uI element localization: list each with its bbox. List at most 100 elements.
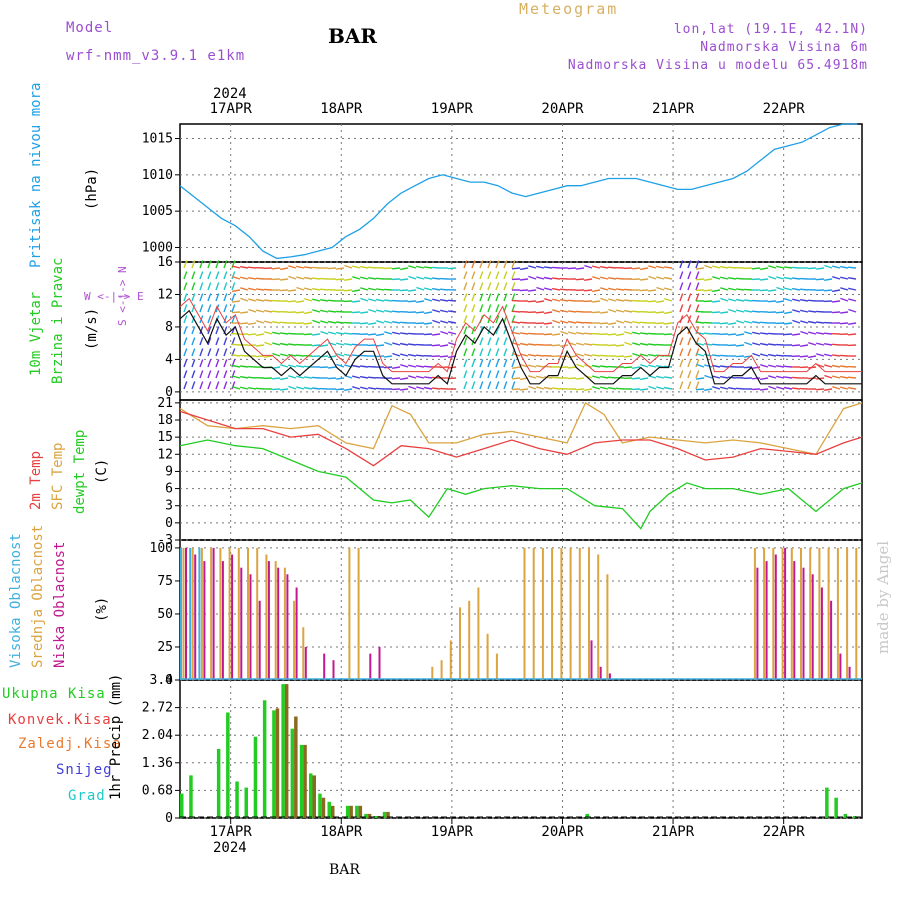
wind-arrow-317 — [384, 320, 393, 324]
wind-arrow-107 — [240, 386, 249, 390]
wind-arrow-336 — [399, 267, 409, 271]
wind-arrow-398 — [439, 288, 449, 291]
wind-arrow-736 — [663, 311, 673, 315]
wind-arrow-162 — [280, 332, 289, 335]
cloud-bar-low-4 — [221, 561, 224, 680]
wind-arrow-135 — [264, 299, 273, 302]
wind-arrow-232 — [328, 310, 337, 313]
cloud-bar-mid-62 — [753, 547, 756, 680]
cloud-bar-low-0 — [185, 547, 187, 680]
wind-arrow-845 — [736, 320, 745, 324]
wind-arrow-925 — [792, 277, 801, 280]
wind-arrow-851 — [735, 387, 745, 390]
wind-arrow-815 — [712, 386, 721, 390]
wind-arrow-676 — [623, 309, 633, 313]
wind-arrow-844 — [736, 309, 745, 313]
wind-arrow-733 — [663, 276, 673, 280]
wind-arrow-21 — [191, 359, 196, 368]
wind-arrow-437 — [471, 315, 476, 324]
wind-arrow-195 — [304, 298, 313, 302]
wind-arrow-50 — [215, 282, 220, 291]
wind-arrow-377 — [424, 322, 433, 325]
wind-arrow-877 — [760, 278, 769, 281]
wind-arrow-84 — [232, 265, 241, 269]
cloud-bar-mid-70 — [827, 547, 830, 680]
wind-arrow-625 — [592, 276, 601, 280]
wind-arrow-456 — [487, 260, 492, 269]
wind-arrow-92 — [232, 354, 241, 357]
wind-arrow-874 — [751, 377, 761, 380]
wind-arrow-742 — [664, 376, 673, 379]
wind-arrow-798 — [703, 332, 713, 335]
wind-arrow-436 — [471, 304, 476, 313]
wind-arrow-34 — [199, 370, 204, 379]
wind-arrow-151 — [272, 342, 281, 346]
wind-arrow-423 — [463, 293, 468, 302]
wind-arrow-592 — [568, 310, 577, 313]
wind-arrow-794 — [703, 289, 713, 292]
wind-arrow-569 — [552, 319, 561, 324]
wind-arrow-542 — [536, 286, 545, 291]
wind-arrow-921 — [783, 365, 793, 368]
wind-arrow-552 — [544, 266, 553, 269]
legend-convective: Konvek.Kisa — [8, 712, 112, 728]
wind-arrow-872 — [752, 352, 761, 357]
wind-arrow-881 — [759, 321, 769, 324]
wind-arrow-868 — [751, 310, 761, 313]
wind-arrow-688 — [631, 310, 641, 313]
wind-arrow-650 — [608, 287, 617, 291]
wind-arrow-886 — [759, 377, 769, 381]
wind-arrow-274 — [352, 375, 361, 379]
wind-arrow-769 — [695, 271, 700, 280]
wind-arrow-887 — [760, 388, 769, 391]
wind-arrow-588 — [567, 267, 577, 270]
precip-total-11 — [281, 684, 285, 818]
wind-arrow-399 — [439, 299, 449, 302]
wind-arrow-144 — [271, 267, 281, 270]
wind-arrow-201 — [303, 365, 313, 368]
cloud-bar-mid-64 — [772, 547, 775, 680]
wind-arrow-207 — [312, 298, 321, 302]
wind-arrow-170 — [288, 289, 297, 292]
wind-arrow-357 — [408, 364, 417, 368]
wind-arrow-737 — [664, 322, 673, 325]
wind-arrow-596 — [567, 355, 577, 359]
wind-arrow-181 — [296, 276, 305, 280]
wind-arrow-821 — [719, 322, 729, 325]
wind-arrow-386 — [431, 287, 441, 291]
cloud-bar-low-65 — [784, 547, 787, 680]
wind-arrow-646 — [599, 375, 609, 379]
precip-frozen-16 — [331, 805, 335, 818]
wind-arrow-618 — [583, 332, 593, 335]
wind-arrow-891 — [767, 300, 777, 303]
wind-arrow-514 — [511, 377, 521, 380]
wind-arrow-14 — [191, 282, 196, 291]
wind-arrow-721 — [656, 276, 665, 280]
wind-arrow-501 — [511, 359, 516, 368]
precip-frozen-10 — [275, 708, 280, 818]
wind-arrow-554 — [544, 287, 553, 291]
wind-arrow-77 — [231, 315, 236, 324]
tick-label-precip-4: 2.72 — [142, 701, 173, 716]
wind-arrow-811 — [711, 343, 721, 346]
wind-arrow-356 — [407, 353, 417, 357]
wind-arrow-228 — [327, 267, 337, 270]
precip-frozen-11 — [284, 684, 289, 818]
wind-arrow-400 — [440, 309, 449, 313]
wind-arrow-94 — [232, 375, 241, 379]
wind-arrow-245 — [336, 321, 345, 324]
year-label-top: 2024 — [213, 86, 247, 102]
wind-arrow-709 — [648, 275, 657, 280]
wind-arrow-198 — [303, 333, 313, 336]
wind-arrow-934 — [791, 376, 801, 379]
wind-arrow-38 — [207, 282, 212, 291]
cloud-bar-low-70 — [830, 600, 833, 680]
wind-arrow-478 — [495, 370, 500, 379]
wind-arrow-549 — [535, 365, 545, 368]
wind-arrow-651 — [608, 298, 617, 302]
cloud-bar-mid-44 — [588, 547, 590, 680]
wind-arrow-351 — [407, 300, 417, 303]
wind-arrow-109 — [247, 277, 257, 280]
tick-label-temp-4: 9 — [165, 464, 173, 479]
wind-arrow-307 — [376, 344, 385, 347]
